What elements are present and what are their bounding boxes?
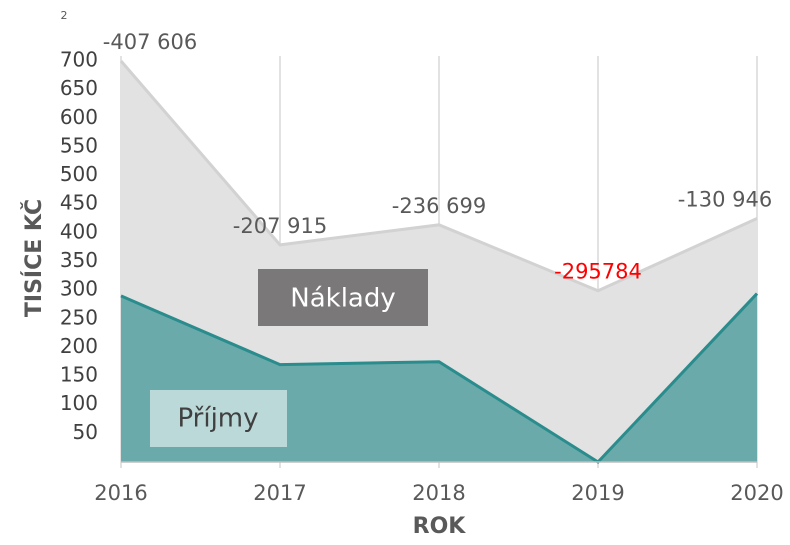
x-tick-label: 2016 — [94, 481, 147, 505]
annotation: -295784 — [554, 260, 642, 284]
y-tick-label: 550 — [60, 133, 98, 157]
x-tick-label: 2019 — [571, 481, 624, 505]
y-tick-label: 450 — [60, 191, 98, 215]
legend-box — [150, 390, 287, 447]
x-tick-label: 2020 — [730, 481, 783, 505]
legend-label: Příjmy — [177, 404, 258, 434]
area — [121, 61, 757, 462]
y-tick-label: 650 — [60, 76, 98, 100]
annotation: -130 946 — [678, 188, 772, 212]
y-tick-label: 400 — [60, 219, 98, 243]
x-axis-title: ROK — [413, 514, 467, 539]
annotation: -407 606 — [103, 30, 197, 54]
y-tick-label: 350 — [60, 248, 98, 272]
y-tick-label: 200 — [60, 334, 98, 358]
y-tick-label: 50 — [73, 420, 98, 444]
legend-label: Náklady — [290, 284, 396, 314]
y-tick-label: 250 — [60, 305, 98, 329]
annotation: -207 915 — [233, 214, 327, 238]
y-tick-label: 700 — [60, 48, 98, 72]
page-label: 2 — [61, 9, 68, 22]
y-tick-label: 600 — [60, 105, 98, 129]
x-tick-label: 2018 — [412, 481, 465, 505]
area-line — [120, 292, 759, 464]
y-tick-label: 300 — [60, 277, 98, 301]
legend-box — [258, 269, 428, 326]
annotation: -236 699 — [392, 194, 486, 218]
y-axis-title: TISÍCE KČ — [21, 199, 47, 317]
y-tick-label: 100 — [60, 391, 98, 415]
y-tick-label: 500 — [60, 162, 98, 186]
x-tick-label: 2017 — [253, 481, 306, 505]
y-tick-label: 150 — [60, 363, 98, 387]
area-line — [119, 60, 758, 293]
